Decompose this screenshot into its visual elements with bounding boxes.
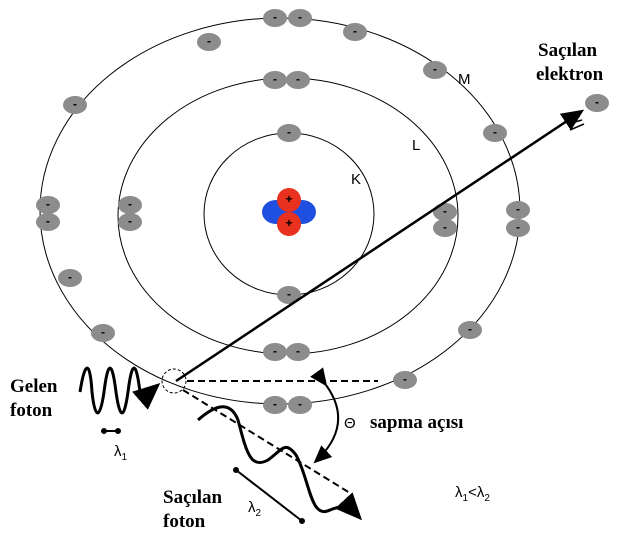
electron: [36, 213, 60, 231]
electron: [277, 124, 301, 142]
electron-charge: -: [516, 202, 520, 216]
electron: [506, 201, 530, 219]
wavelength-in: λ1: [114, 443, 128, 463]
shell-label: M: [458, 71, 471, 88]
electron: [197, 33, 221, 51]
electron: [458, 321, 482, 339]
electron-charge: -: [298, 10, 302, 24]
shell-label: K: [351, 171, 361, 188]
electron: [288, 9, 312, 27]
electron: [263, 343, 287, 361]
incoming-wave: [78, 366, 161, 415]
electron: [36, 196, 60, 214]
electron: [288, 396, 312, 414]
electron: [483, 124, 507, 142]
electron-charge: -: [128, 197, 132, 211]
scattered-electron: [585, 94, 609, 112]
electron: [118, 196, 142, 214]
electron-charge: -: [273, 344, 277, 358]
angle-label: sapma açısı: [370, 412, 463, 433]
electron: [263, 71, 287, 89]
electron-charge: -: [46, 197, 50, 211]
electron-charge: -: [493, 125, 497, 139]
angle-arc: [310, 367, 340, 464]
electron-charge: -: [443, 204, 447, 218]
scattered-photon-label: Saçılan: [163, 487, 223, 508]
proton-charge: +: [285, 216, 292, 230]
electron: [343, 23, 367, 41]
electron-charge: -: [273, 10, 277, 24]
electron-charge: -: [353, 24, 357, 38]
electron: [63, 96, 87, 114]
proton-charge: +: [285, 192, 292, 206]
electron: [58, 269, 82, 287]
proton: [277, 188, 301, 212]
electron-charge: -: [73, 97, 77, 111]
electron: [91, 324, 115, 342]
shell-label: L: [412, 137, 420, 154]
electron-charge: -: [287, 287, 291, 301]
electron-charge: -: [287, 125, 291, 139]
electron: [263, 396, 287, 414]
electron-charge: -: [101, 325, 105, 339]
wavelength-out: λ2: [248, 499, 262, 519]
electron-charge: -: [273, 72, 277, 86]
wavelength-markers: [101, 428, 305, 524]
electron-charge: -: [595, 95, 599, 109]
scattered-photon-label: foton: [163, 511, 206, 532]
electron-trail: [565, 115, 585, 131]
electron-charge: -: [433, 62, 437, 76]
scattered-electron-label: Saçılan: [538, 40, 598, 61]
electron-charge: -: [296, 344, 300, 358]
electron: [118, 213, 142, 231]
collision-point: [161, 368, 187, 394]
scattered-electron-label: elektron: [536, 64, 604, 85]
incoming-photon-label: Gelen: [10, 376, 58, 397]
electron-charge: -: [207, 34, 211, 48]
electron: [506, 219, 530, 237]
proton: [277, 212, 301, 236]
electron-charge: -: [516, 220, 520, 234]
electron: [433, 219, 457, 237]
electron-charge: -: [46, 214, 50, 228]
electron-charge: -: [128, 214, 132, 228]
electron: [286, 71, 310, 89]
electron: [277, 286, 301, 304]
angle-symbol: Θ: [344, 415, 356, 432]
electron-charge: -: [403, 372, 407, 386]
electron: [393, 371, 417, 389]
electron: [263, 9, 287, 27]
electron-charge: -: [443, 220, 447, 234]
electron-charge: -: [296, 72, 300, 86]
electrons: - - - - - - - - - - - - - - - - - - - - - - - - - - -: [36, 9, 530, 414]
electron-path: [175, 109, 585, 383]
incoming-photon-label: foton: [10, 400, 53, 421]
electron-charge: -: [468, 322, 472, 336]
electron-charge: -: [273, 397, 277, 411]
electron-charge: -: [298, 397, 302, 411]
nucleus: + +: [262, 188, 316, 236]
scattered-wave: [197, 405, 363, 521]
electron: [423, 61, 447, 79]
electron: [286, 343, 310, 361]
wavelength-relation: λ1<λ2: [455, 484, 490, 504]
electron-charge: -: [68, 270, 72, 284]
